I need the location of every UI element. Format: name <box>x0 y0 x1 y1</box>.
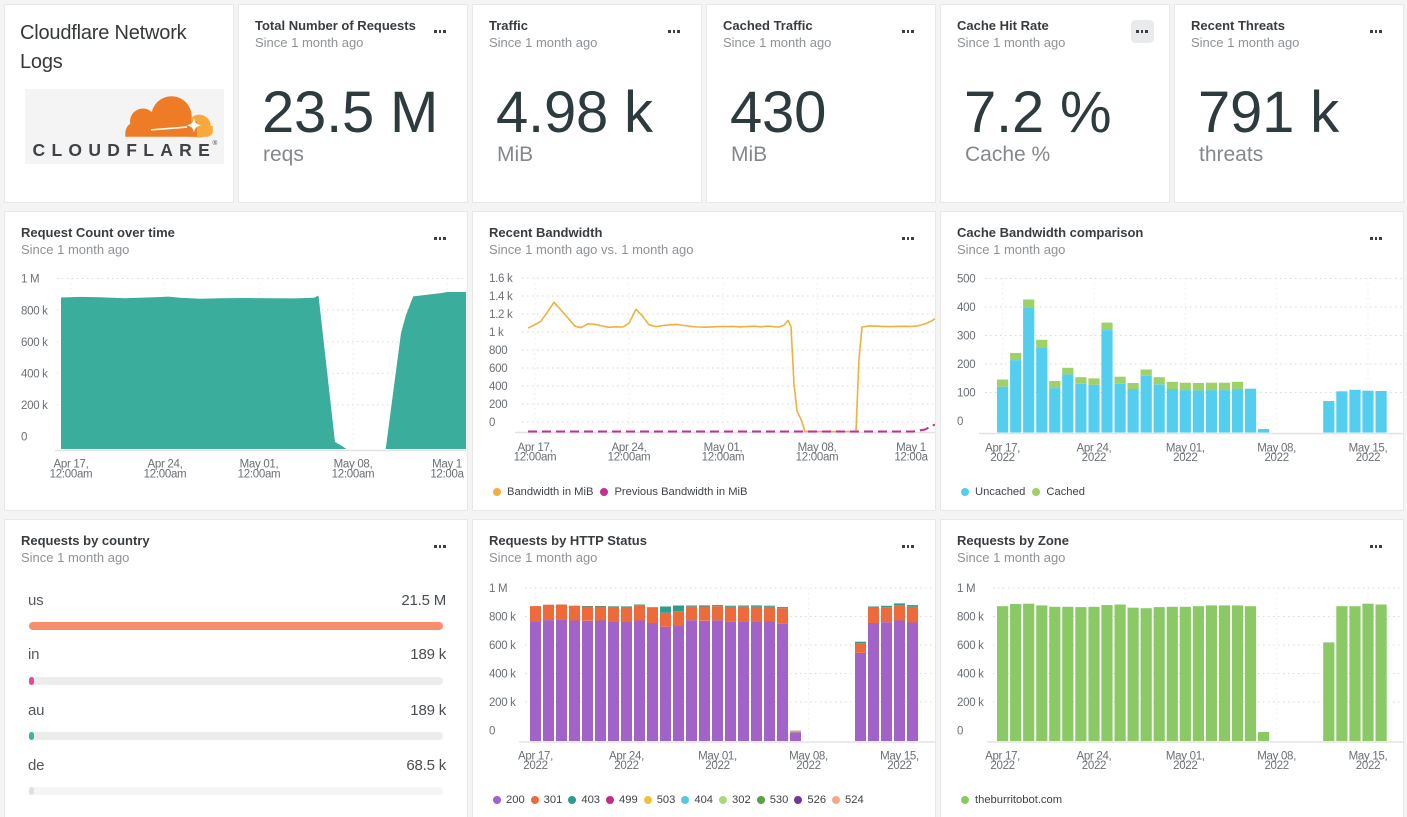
svg-text:200 k: 200 k <box>957 697 984 709</box>
svg-text:2022: 2022 <box>523 760 547 772</box>
svg-text:100: 100 <box>957 388 975 400</box>
svg-text:May 08,: May 08, <box>798 442 837 454</box>
svg-text:2022: 2022 <box>796 760 820 772</box>
svg-text:800 k: 800 k <box>21 305 48 317</box>
svg-text:600 k: 600 k <box>957 640 984 652</box>
svg-text:May 15,: May 15, <box>1349 443 1388 455</box>
svg-text:2022: 2022 <box>1082 452 1106 464</box>
svg-text:1.2 k: 1.2 k <box>489 309 513 321</box>
svg-text:2022: 2022 <box>1173 452 1197 464</box>
svg-text:300: 300 <box>957 331 975 343</box>
svg-text:May 01,: May 01, <box>1166 443 1205 455</box>
svg-text:2022: 2022 <box>1082 760 1106 772</box>
svg-text:0: 0 <box>489 726 495 738</box>
svg-text:2022: 2022 <box>1264 452 1288 464</box>
svg-text:200 k: 200 k <box>489 697 516 709</box>
svg-text:1 M: 1 M <box>957 583 975 595</box>
svg-text:1 M: 1 M <box>21 274 39 286</box>
svg-text:12:00am: 12:00am <box>702 452 745 464</box>
svg-text:12:00a: 12:00a <box>894 452 928 464</box>
svg-text:1 M: 1 M <box>489 583 507 595</box>
svg-text:Apr 17,: Apr 17, <box>54 459 89 471</box>
svg-text:CLOUDFLARE: CLOUDFLARE <box>33 140 217 160</box>
svg-text:2022: 2022 <box>1356 452 1380 464</box>
svg-text:400 k: 400 k <box>957 669 984 681</box>
svg-text:May 01,: May 01, <box>698 751 737 763</box>
svg-text:2022: 2022 <box>1356 760 1380 772</box>
svg-text:400: 400 <box>489 381 507 393</box>
svg-text:0: 0 <box>957 416 963 428</box>
svg-text:Apr 24,: Apr 24, <box>148 459 183 471</box>
svg-text:2022: 2022 <box>1173 760 1197 772</box>
svg-text:May 01,: May 01, <box>1166 751 1205 763</box>
svg-text:May 15,: May 15, <box>1349 751 1388 763</box>
svg-text:0: 0 <box>957 726 963 738</box>
svg-text:Apr 24,: Apr 24, <box>612 442 647 454</box>
svg-text:®: ® <box>213 139 218 147</box>
svg-text:12:00am: 12:00am <box>238 469 281 481</box>
svg-text:May 08,: May 08, <box>1257 751 1296 763</box>
svg-text:200: 200 <box>489 399 507 411</box>
svg-text:400: 400 <box>957 302 975 314</box>
svg-text:2022: 2022 <box>705 760 729 772</box>
svg-text:800: 800 <box>489 345 507 357</box>
svg-text:12:00am: 12:00am <box>608 452 651 464</box>
svg-text:500: 500 <box>957 274 975 286</box>
svg-text:12:00am: 12:00am <box>50 469 93 481</box>
svg-text:600 k: 600 k <box>21 337 48 349</box>
svg-text:1.6 k: 1.6 k <box>489 273 513 285</box>
svg-text:2022: 2022 <box>1264 760 1288 772</box>
svg-text:200 k: 200 k <box>21 400 48 412</box>
svg-text:600: 600 <box>489 363 507 375</box>
svg-text:Apr 17,: Apr 17, <box>985 751 1020 763</box>
svg-text:Apr 17,: Apr 17, <box>518 442 553 454</box>
svg-text:12:00am: 12:00am <box>332 469 375 481</box>
svg-text:2022: 2022 <box>887 760 911 772</box>
svg-text:600 k: 600 k <box>489 640 516 652</box>
svg-text:Apr 24,: Apr 24, <box>609 751 644 763</box>
svg-text:400 k: 400 k <box>21 369 48 381</box>
svg-text:May 01,: May 01, <box>704 442 743 454</box>
svg-text:200: 200 <box>957 359 975 371</box>
svg-text:May 01,: May 01, <box>240 459 279 471</box>
svg-text:0: 0 <box>489 417 495 429</box>
svg-text:0: 0 <box>21 432 27 444</box>
svg-text:1 k: 1 k <box>489 327 504 339</box>
svg-text:1.4 k: 1.4 k <box>489 291 513 303</box>
svg-text:May 1: May 1 <box>896 442 926 454</box>
svg-text:May 08,: May 08, <box>334 459 373 471</box>
svg-text:400 k: 400 k <box>489 669 516 681</box>
svg-text:Apr 17,: Apr 17, <box>985 443 1020 455</box>
svg-text:800 k: 800 k <box>489 612 516 624</box>
svg-text:Apr 17,: Apr 17, <box>518 751 553 763</box>
svg-text:800 k: 800 k <box>957 612 984 624</box>
svg-text:12:00am: 12:00am <box>514 452 557 464</box>
svg-text:May 08,: May 08, <box>1257 443 1296 455</box>
svg-text:12:00am: 12:00am <box>144 469 187 481</box>
svg-text:May 08,: May 08, <box>789 751 828 763</box>
svg-text:May 15,: May 15, <box>880 751 919 763</box>
svg-text:2022: 2022 <box>614 760 638 772</box>
svg-text:12:00a: 12:00a <box>430 469 464 481</box>
svg-text:Apr 24,: Apr 24, <box>1076 751 1111 763</box>
svg-text:12:00am: 12:00am <box>796 452 839 464</box>
svg-text:2022: 2022 <box>990 452 1014 464</box>
svg-text:Apr 24,: Apr 24, <box>1076 443 1111 455</box>
svg-text:2022: 2022 <box>990 760 1014 772</box>
svg-text:May 1: May 1 <box>432 459 462 471</box>
